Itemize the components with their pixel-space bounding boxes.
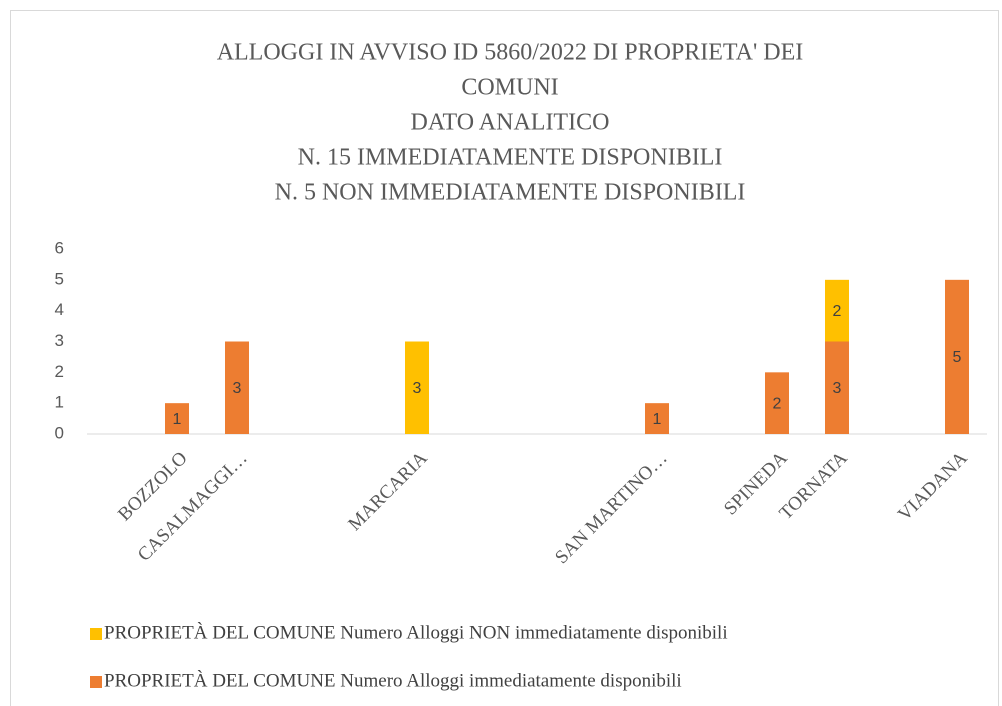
y-tick-label: 5 — [55, 269, 64, 288]
legend-label: PROPRIETÀ DEL COMUNE Numero Alloggi imme… — [104, 669, 682, 691]
y-tick-label: 6 — [55, 238, 64, 257]
data-label: 2 — [833, 303, 842, 320]
data-label: 5 — [953, 349, 962, 366]
data-label: 3 — [413, 380, 422, 397]
bar-segment — [825, 279, 849, 342]
y-tick-label: 4 — [55, 300, 64, 319]
data-label: 3 — [833, 380, 842, 397]
legend-label: PROPRIETÀ DEL COMUNE Numero Alloggi NON … — [104, 621, 728, 643]
bar-segment — [945, 279, 969, 434]
chart-title: COMUNI — [461, 75, 558, 101]
y-tick-label: 3 — [55, 331, 64, 350]
data-label: 1 — [173, 411, 182, 428]
bar-segment — [765, 372, 789, 434]
bar-segment — [645, 403, 669, 434]
legend-swatch — [90, 676, 102, 688]
legend-swatch — [90, 628, 102, 640]
data-label: 1 — [653, 411, 662, 428]
chart-title: N. 15 IMMEDIATAMENTE DISPONIBILI — [298, 145, 723, 171]
data-label: 3 — [233, 380, 242, 397]
y-tick-label: 0 — [55, 423, 64, 442]
bar-segment — [825, 341, 849, 434]
bar-segment — [405, 341, 429, 434]
y-tick-label: 1 — [55, 393, 64, 412]
chart-title: ALLOGGI IN AVVISO ID 5860/2022 DI PROPRI… — [217, 40, 804, 66]
data-label: 2 — [773, 395, 782, 412]
bar-segment — [225, 341, 249, 434]
chart-title: N. 5 NON IMMEDIATAMENTE DISPONIBILI — [275, 180, 746, 206]
bar-segment — [165, 403, 189, 434]
chart-title: DATO ANALITICO — [411, 110, 610, 136]
y-tick-label: 2 — [55, 362, 64, 381]
